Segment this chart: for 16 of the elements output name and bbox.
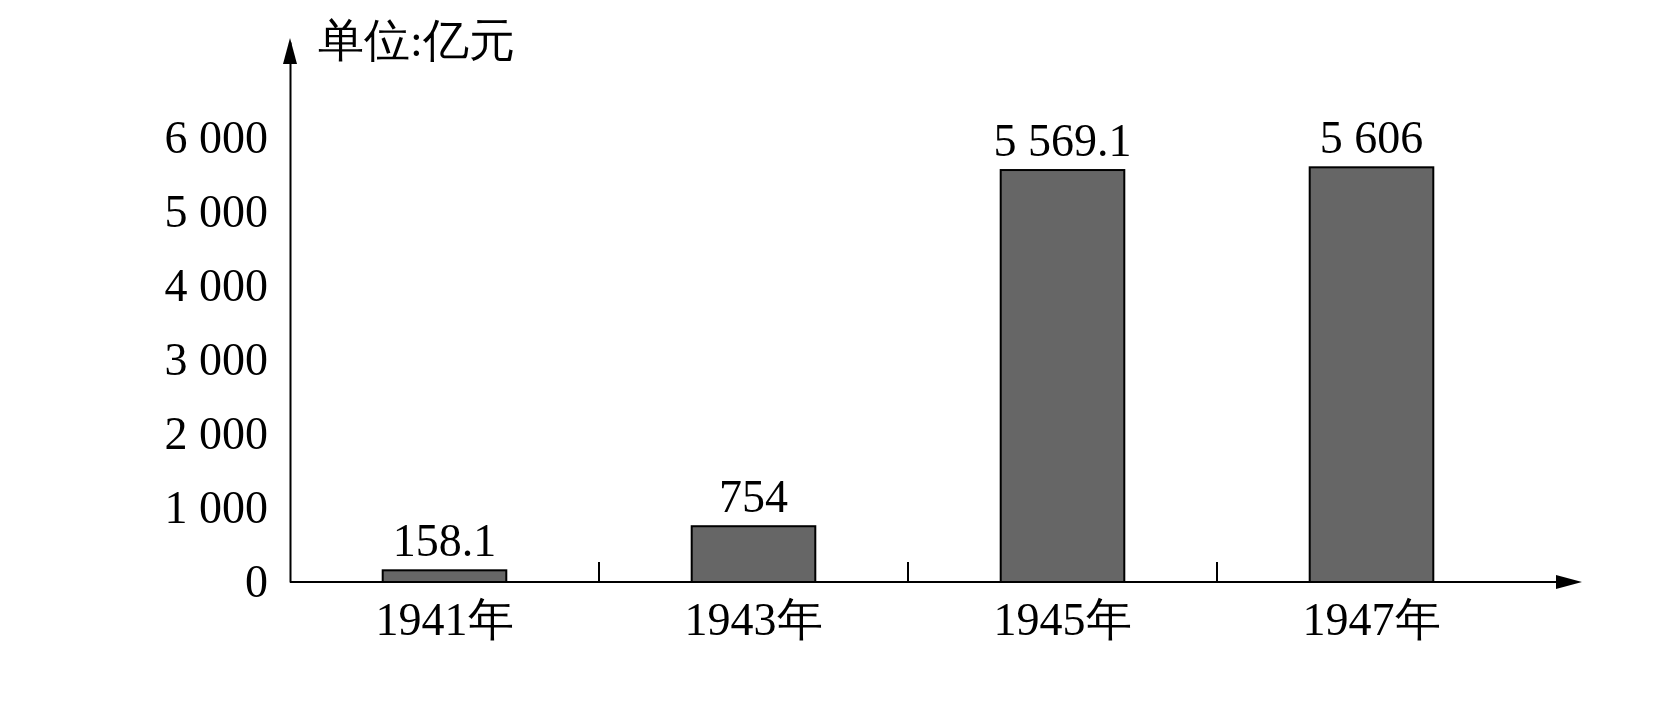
x-tick-label: 1943年 bbox=[684, 593, 823, 645]
y-tick-label: 0 bbox=[245, 556, 268, 608]
data-label: 754 bbox=[719, 471, 788, 523]
y-tick-label: 5 000 bbox=[164, 186, 268, 238]
y-tick-label: 6 000 bbox=[164, 112, 268, 164]
y-tick-label: 3 000 bbox=[164, 334, 268, 386]
x-tick-label: 1941年 bbox=[375, 593, 514, 645]
y-axis-title: 单位:亿元 bbox=[318, 15, 515, 66]
x-tick-label: 1945年 bbox=[993, 593, 1132, 645]
y-tick-label: 2 000 bbox=[164, 408, 268, 460]
data-label: 158.1 bbox=[392, 515, 497, 567]
data-label: 5 606 bbox=[1319, 112, 1424, 164]
data-label: 5 569.1 bbox=[993, 115, 1132, 167]
x-tick-label: 1947年 bbox=[1302, 593, 1441, 645]
y-tick-label: 1 000 bbox=[164, 482, 268, 534]
y-tick-label: 4 000 bbox=[164, 260, 268, 312]
